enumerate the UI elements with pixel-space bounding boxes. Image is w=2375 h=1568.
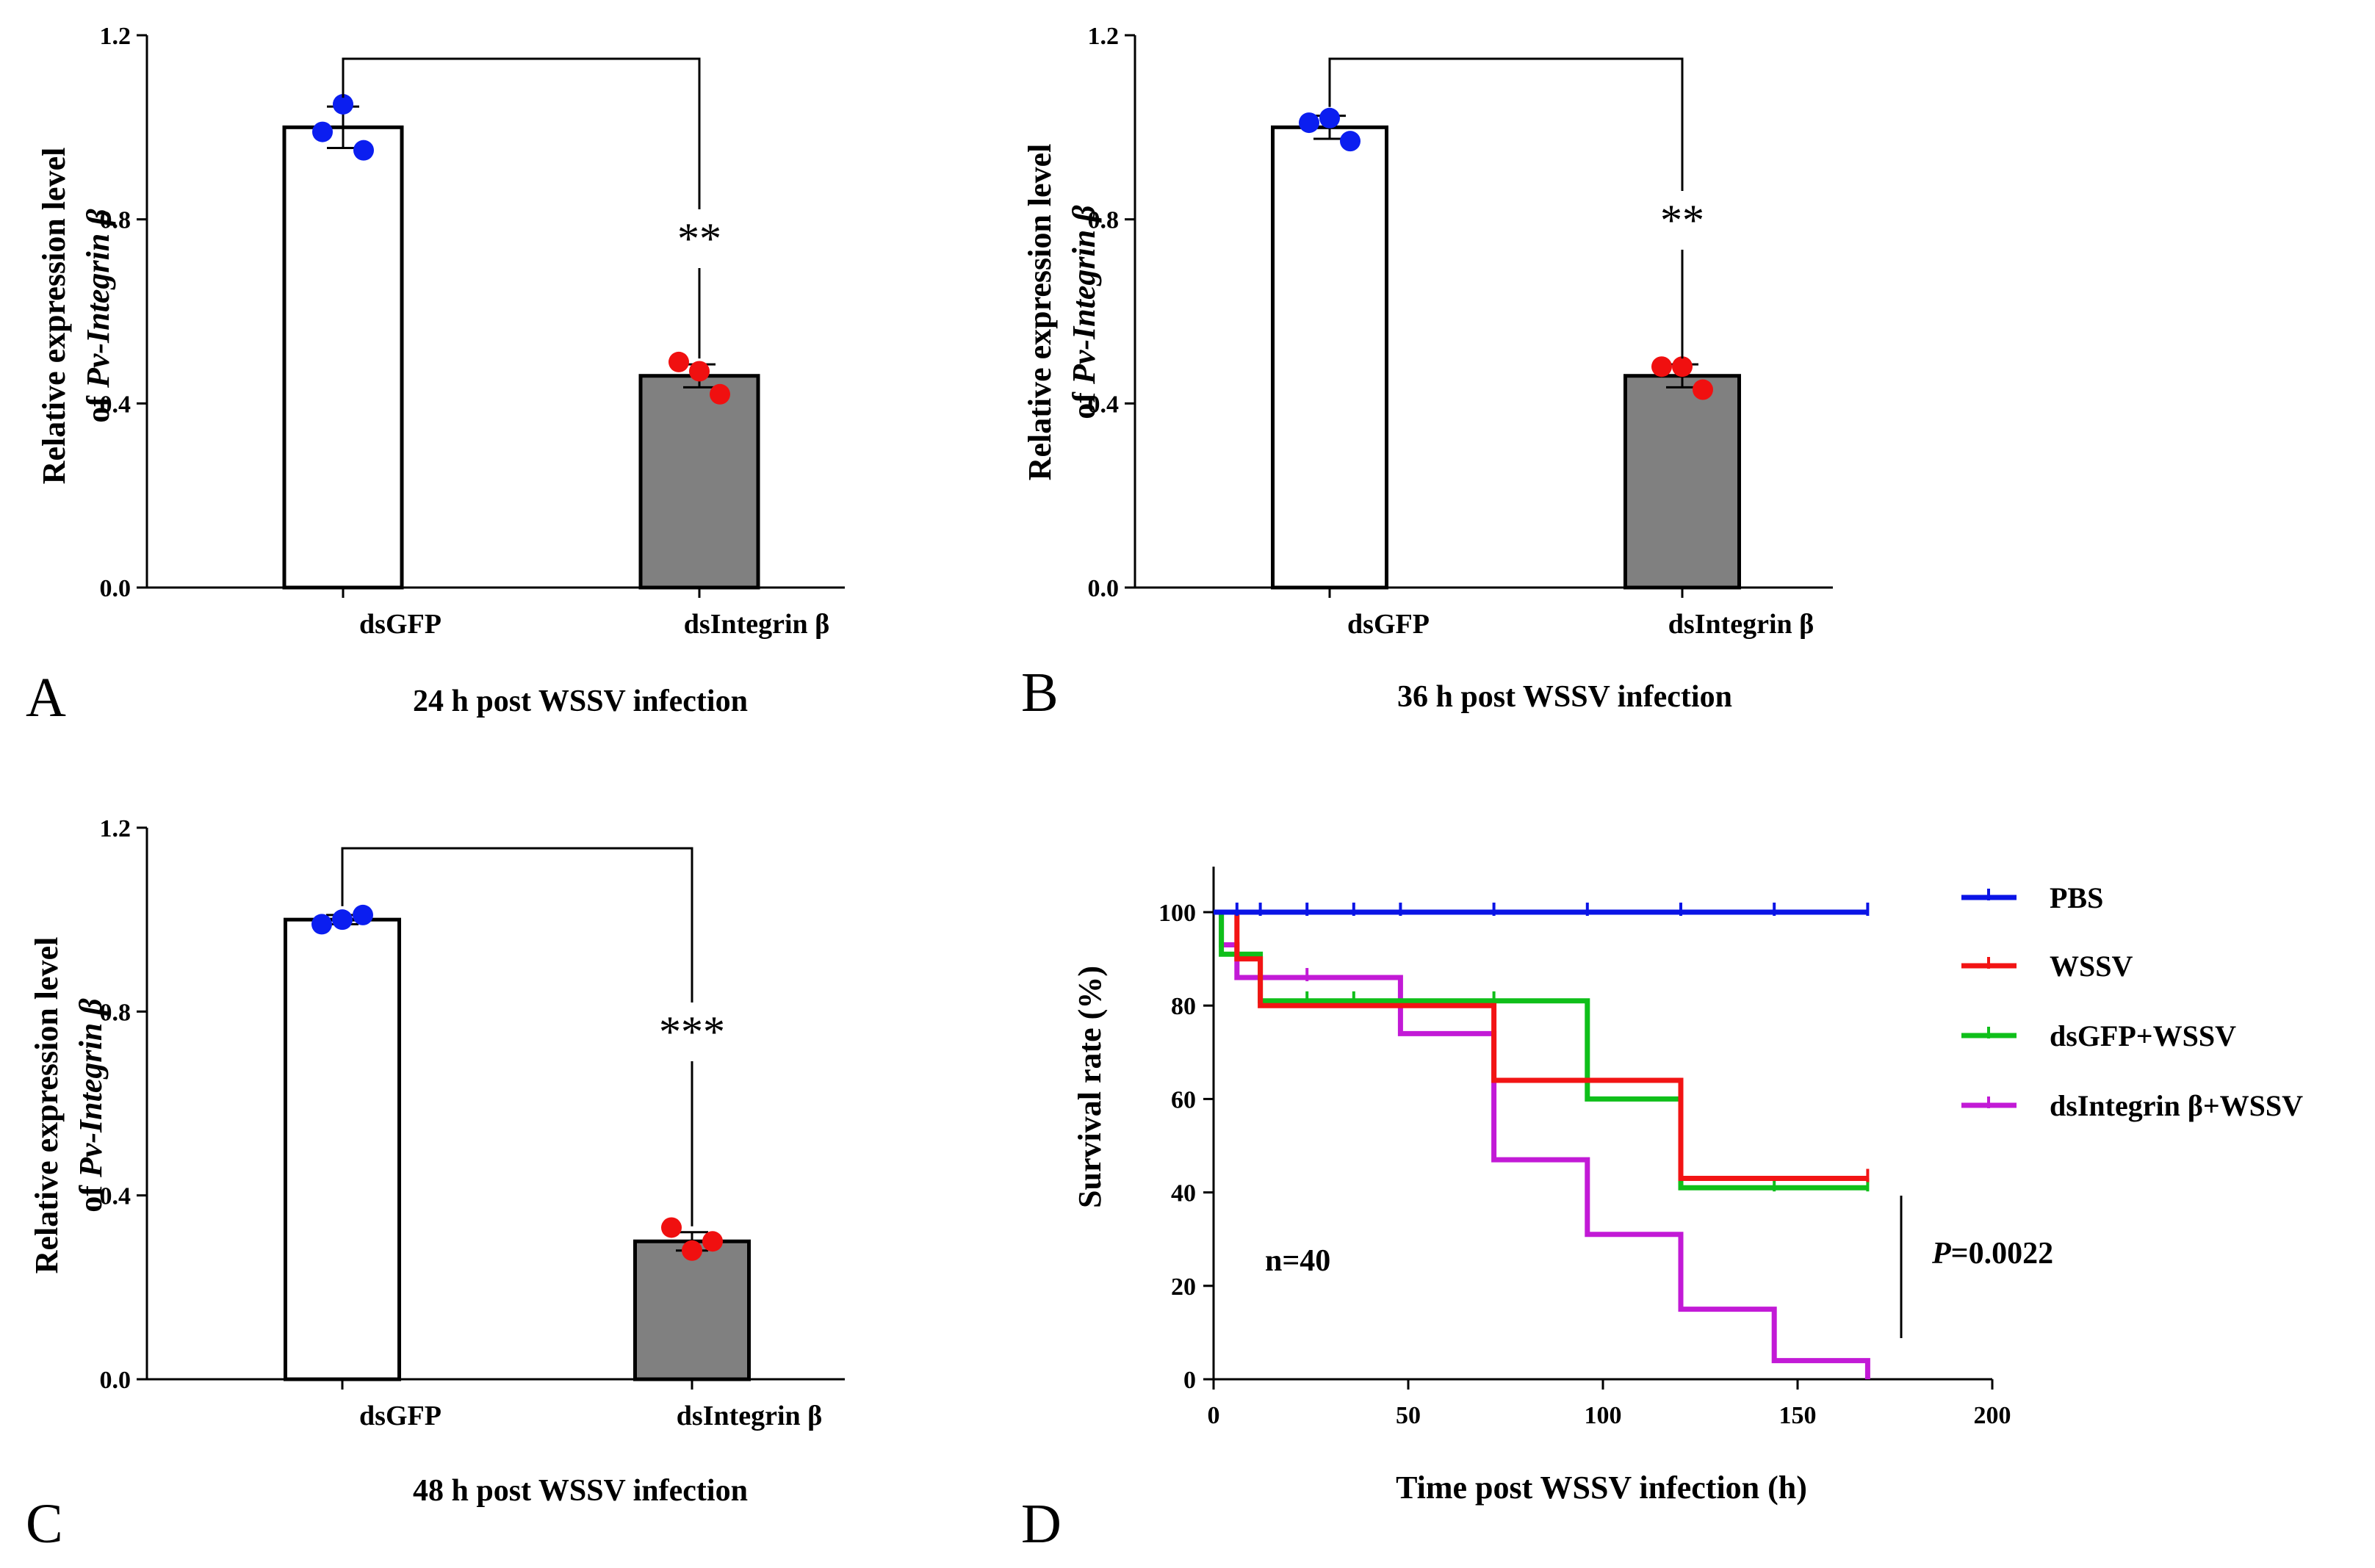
series-line [1214, 909, 1868, 1181]
y-tick-label: 20 [1171, 1273, 1196, 1301]
significance-bracket [342, 57, 701, 209]
series-line [1214, 909, 1870, 1379]
significance-marker: *** [659, 1008, 725, 1056]
y-axis-label-line2-a: of Pv-Integrin β [80, 209, 116, 423]
legend-label: WSSV [2050, 950, 2133, 983]
y-tick-label: 0.0 [100, 1367, 131, 1394]
legend-label: dsGFP+WSSV [2050, 1019, 2236, 1052]
y-tick-label: 40 [1171, 1180, 1196, 1207]
data-point [1319, 107, 1340, 129]
plot-area-a: ** [282, 57, 760, 590]
data-point [312, 121, 333, 142]
data-point [1340, 131, 1361, 152]
data-point [353, 140, 374, 161]
panel-title-a: 24 h post WSSV infection [413, 684, 748, 718]
data-point [668, 351, 689, 372]
y-tick-label: 0.8 [1088, 207, 1120, 234]
y-tick-label: 0.8 [100, 999, 131, 1026]
y-axis-label-line1-b: Relative expression level [1022, 144, 1058, 481]
panel-label-c: C [26, 1493, 63, 1555]
y-tick-label: 1.2 [100, 23, 131, 50]
panel-b: B 0.0 0.4 0.8 1.2 Relative expression level… [1021, 23, 1833, 723]
data-point [311, 914, 332, 935]
bar [638, 374, 760, 590]
category-label: dsGFP [359, 1401, 442, 1431]
y-axis-b: 0.0 0.4 0.8 1.2 [1088, 23, 1833, 602]
panel-c: C 0.0 0.4 0.8 1.2 Relative expression level… [26, 815, 845, 1555]
x-tick-label: 0 [1208, 1402, 1220, 1429]
legend-label: dsIntegrin β+WSSV [2050, 1089, 2303, 1122]
category-label: dsIntegrin β [1668, 609, 1814, 640]
y-tick-label: 100 [1158, 900, 1196, 927]
data-point [333, 94, 353, 115]
x-tick-label: 50 [1396, 1402, 1421, 1429]
series-line [1214, 909, 1868, 1191]
y-tick-label: 80 [1171, 993, 1196, 1020]
panel-title-b: 36 h post WSSV infection [1397, 680, 1732, 714]
x-tick-label: 100 [1585, 1402, 1622, 1429]
y-axis-label-line2-c: of Pv-Integrin β [73, 998, 109, 1213]
legend-d: PBS WSSV dsGFP+WSSV dsIntegrin β+WSSV [1961, 881, 2303, 1122]
bar [633, 1239, 751, 1381]
legend-label: PBS [2050, 881, 2103, 914]
survival-curves [1214, 903, 1870, 1379]
panel-label-b: B [1021, 662, 1059, 723]
category-label: dsGFP [359, 609, 442, 640]
category-label: dsIntegrin β [677, 1401, 822, 1431]
y-tick-label: 0.0 [1088, 575, 1120, 602]
panel-d: D 0 20 40 60 80 100 0 50 100 150 200 Survival rate… [1021, 867, 2303, 1555]
y-axis-label-line2-b: of Pv-Integrin β [1066, 205, 1102, 419]
significance-marker: ** [1660, 196, 1704, 245]
x-tick-label: 150 [1779, 1402, 1817, 1429]
y-tick-label: 0.4 [100, 391, 131, 418]
data-point [661, 1217, 682, 1238]
y-axis-label-d: Survival rate (%) [1072, 966, 1108, 1208]
panel-title-c: 48 h post WSSV infection [413, 1474, 748, 1508]
x-axis-label-d: Time post WSSV infection (h) [1396, 1470, 1807, 1506]
y-tick-label: 1.2 [100, 815, 131, 842]
y-tick-label: 0.0 [100, 575, 131, 602]
y-axis-a: 0.0 0.4 0.8 1.2 [100, 23, 845, 602]
category-label: dsIntegrin β [684, 609, 829, 640]
bar [1623, 374, 1741, 590]
data-point [710, 383, 730, 405]
y-tick-label: 0.4 [1088, 391, 1120, 418]
data-point [353, 904, 373, 925]
x-tick-label: 200 [1974, 1402, 2011, 1429]
data-point [332, 909, 353, 931]
panel-a: A 0.0 0.4 0.8 1.2 Relative expression level… [26, 23, 845, 729]
sample-size-annotation: n=40 [1265, 1244, 1330, 1278]
panel-label-d: D [1021, 1493, 1062, 1555]
plot-area-b: ** [1271, 57, 1741, 590]
data-point [702, 1231, 723, 1252]
data-point [689, 361, 710, 382]
significance-bracket [341, 847, 693, 1002]
data-point [682, 1240, 702, 1261]
bar [282, 125, 404, 590]
data-point [1672, 356, 1693, 377]
pvalue-annotation: P=0.0022 [1931, 1237, 2053, 1271]
y-axis-label-line1-a: Relative expression level [36, 148, 72, 485]
bar [1271, 125, 1388, 590]
y-tick-label: 0.8 [100, 207, 131, 234]
y-tick-label: 60 [1171, 1086, 1196, 1113]
category-label: dsGFP [1347, 609, 1430, 640]
plot-area-c: *** [284, 847, 751, 1381]
significance-marker: ** [677, 214, 721, 263]
significance-bracket [1328, 57, 1684, 191]
data-point [1693, 379, 1713, 400]
axes-d: 0 20 40 60 80 100 0 50 100 150 200 [1158, 867, 2011, 1429]
data-point [1299, 112, 1319, 134]
y-axis-label-line1-c: Relative expression level [29, 937, 65, 1274]
y-tick-label: 0 [1183, 1367, 1196, 1394]
y-tick-label: 1.2 [1088, 23, 1120, 50]
panel-label-a: A [26, 667, 66, 729]
data-point [1651, 356, 1672, 377]
bar [284, 917, 401, 1381]
y-tick-label: 0.4 [100, 1183, 131, 1210]
